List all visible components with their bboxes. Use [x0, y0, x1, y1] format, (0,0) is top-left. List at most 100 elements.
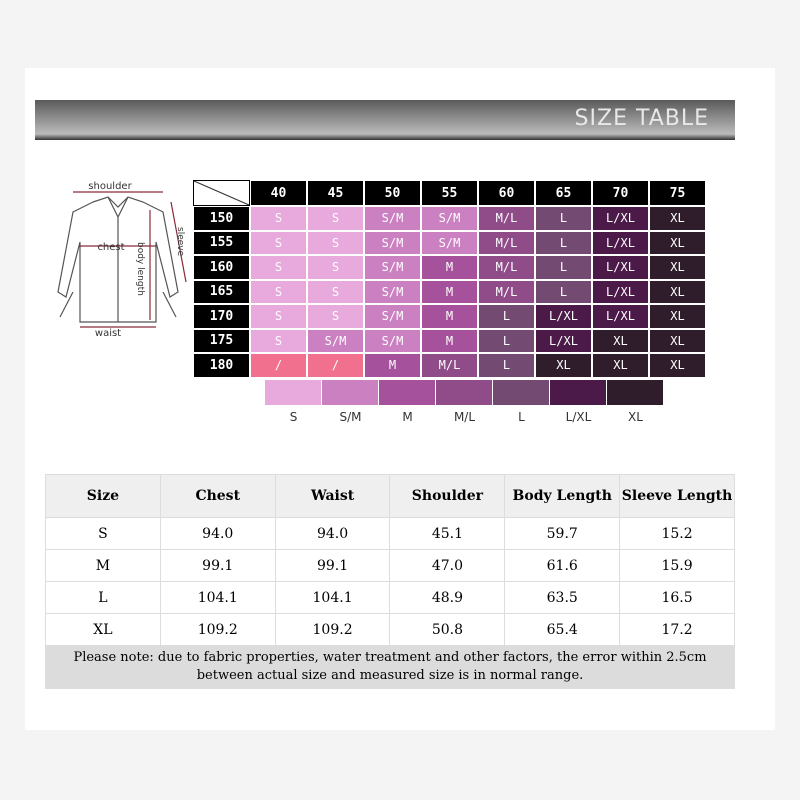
data-cell: 61.6 — [504, 549, 621, 582]
legend-label: S — [289, 410, 298, 424]
size-cell: S/M — [364, 279, 421, 304]
size-cell: XL — [592, 328, 649, 353]
header-bar: SIZE TABLE — [35, 100, 735, 140]
label-shoulder: shoulder — [88, 181, 132, 192]
size-cell: L — [535, 206, 592, 231]
size-cell: M — [421, 328, 478, 353]
header-cell: Sleeve Length — [619, 474, 735, 518]
size-cell: M — [421, 304, 478, 329]
size-cell: S — [307, 304, 364, 329]
legend-label: XL — [628, 410, 643, 424]
size-cell: S/M — [421, 206, 478, 231]
legend-swatch — [322, 380, 378, 405]
size-cell: L/XL — [592, 206, 649, 231]
size-cell: M/L — [478, 230, 535, 255]
size-cell: S — [250, 206, 307, 231]
size-cell: L — [535, 255, 592, 280]
label-sleeve: sleeve — [175, 227, 185, 257]
size-cell: S — [250, 304, 307, 329]
size-cell: S — [250, 230, 307, 255]
label-body-length: body length — [135, 242, 145, 296]
size-cell: S — [250, 255, 307, 280]
legend-swatch — [493, 380, 549, 405]
data-cell: S — [45, 517, 161, 550]
size-cell: M — [421, 279, 478, 304]
legend-label: M/L — [453, 410, 476, 424]
data-cell: 109.2 — [274, 613, 391, 646]
data-row: XL 109.2 109.2 50.8 65.4 17.2 — [45, 613, 735, 646]
size-cell: M/L — [478, 279, 535, 304]
legend-label: S/M — [339, 410, 362, 424]
size-cell: / — [307, 353, 364, 378]
data-cell: 50.8 — [389, 613, 506, 646]
size-cell: S — [307, 279, 364, 304]
size-cell: L — [535, 230, 592, 255]
size-cell: / — [250, 353, 307, 378]
size-cell: S/M — [421, 230, 478, 255]
header-cell: Waist — [274, 474, 391, 518]
header-cell: Shoulder — [389, 474, 506, 518]
note-row: Please note: due to fabric properties, w… — [45, 645, 735, 689]
data-cell: 15.2 — [619, 517, 735, 550]
row-header: 170 — [193, 304, 250, 329]
size-cell: XL — [649, 353, 706, 378]
size-cell: S/M — [364, 304, 421, 329]
data-cell: 94.0 — [274, 517, 391, 550]
row-header: 180 — [193, 353, 250, 378]
size-cell: S/M — [364, 230, 421, 255]
size-cell: L/XL — [592, 279, 649, 304]
legend-swatch — [379, 380, 435, 405]
size-cell: L — [535, 279, 592, 304]
size-cell: L/XL — [535, 304, 592, 329]
size-cell: XL — [649, 328, 706, 353]
size-cell: S/M — [307, 328, 364, 353]
data-cell: XL — [45, 613, 161, 646]
size-cell: S — [307, 230, 364, 255]
size-cell: S/M — [364, 328, 421, 353]
size-cell: XL — [535, 353, 592, 378]
header-cell: Size — [45, 474, 161, 518]
data-cell: 109.2 — [159, 613, 276, 646]
legend-label: L — [518, 410, 525, 424]
header-cell: Body Length — [504, 474, 621, 518]
size-cell: XL — [649, 206, 706, 231]
size-cell: S/M — [364, 255, 421, 280]
size-cell: XL — [592, 353, 649, 378]
legend-swatch — [265, 380, 321, 405]
label-waist: waist — [95, 328, 121, 339]
size-cell: L — [478, 328, 535, 353]
data-cell: 15.9 — [619, 549, 735, 582]
size-cell: S — [250, 279, 307, 304]
data-cell: 45.1 — [389, 517, 506, 550]
size-cell: M/L — [478, 255, 535, 280]
data-cell: 48.9 — [389, 581, 506, 614]
size-cell: M — [421, 255, 478, 280]
row-header: 175 — [193, 328, 250, 353]
note: Please note: due to fabric properties, w… — [45, 645, 735, 689]
size-cell: L/XL — [592, 255, 649, 280]
data-cell: 17.2 — [619, 613, 735, 646]
data-cell: 16.5 — [619, 581, 735, 614]
data-row: M 99.1 99.1 47.0 61.6 15.9 — [45, 549, 735, 582]
size-cell: L/XL — [535, 328, 592, 353]
measurement-table: Size Chest Waist Shoulder Body Length Sleeve … — [45, 474, 735, 689]
data-cell: 99.1 — [159, 549, 276, 582]
column-header: 55 — [421, 180, 478, 206]
size-cell: XL — [649, 230, 706, 255]
column-header: 45 — [307, 180, 364, 206]
corner-cell — [193, 180, 250, 206]
size-cell: L — [478, 353, 535, 378]
shirt-diagram: shoulder chest sleeve body length waist — [57, 181, 187, 339]
legend-label: M — [402, 410, 413, 424]
data-cell: 47.0 — [389, 549, 506, 582]
column-header: 75 — [649, 180, 706, 206]
column-header: 65 — [535, 180, 592, 206]
legend-label: L/XL — [565, 410, 592, 424]
size-cell: S — [307, 206, 364, 231]
data-cell: 59.7 — [504, 517, 621, 550]
row-header: 150 — [193, 206, 250, 231]
header-cell: Chest — [159, 474, 276, 518]
size-cell: M — [364, 353, 421, 378]
row-header: 155 — [193, 230, 250, 255]
